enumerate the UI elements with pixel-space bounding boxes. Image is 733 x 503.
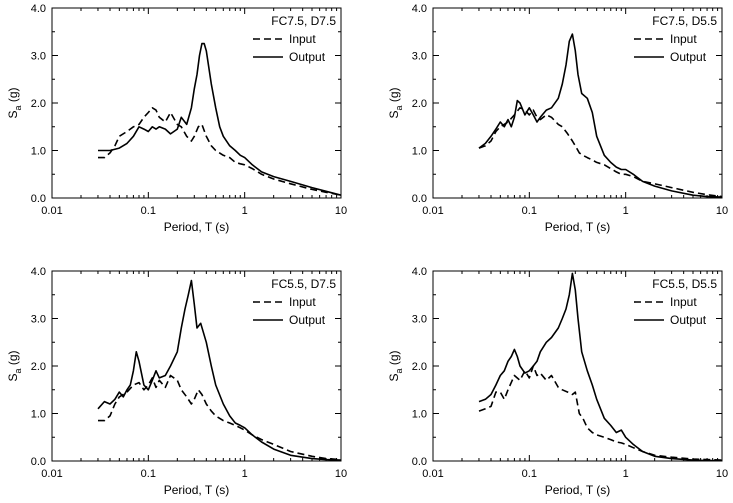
y-axis-label-unit: (g) [6,350,20,368]
x-tick-label: 0.1 [522,468,537,480]
y-tick-label: 1.0 [412,146,427,158]
y-axis-label: Sa (g) [6,87,23,118]
chart-panel-1: 0.0 1.0 2.0 3.0 4.0 0.01 0.1 1 10 Period, T (s) Sa… [6,3,347,234]
series-line-input [98,374,342,461]
series-line-output [97,279,342,461]
y-tick-label: 2.0 [412,361,427,373]
y-axis-label-subscript: a [13,105,23,110]
x-tick-label: 10 [335,205,347,217]
series-line-output [478,272,722,462]
x-tick-label: 0.01 [41,468,62,480]
series-line-input [98,107,342,196]
x-tick-label: 0.01 [422,205,443,217]
y-axis-label-subscript: a [394,105,404,110]
y-axis-label-symbol: S [387,111,401,119]
y-tick-label: 3.0 [31,314,46,326]
series-line-output [478,33,723,198]
legend-label-output: Output [670,313,707,327]
chart-panel-2: 0.0 1.0 2.0 3.0 4.0 0.01 0.1 1 10 Period, T (s) Sa… [387,3,728,234]
y-axis-label: Sa (g) [387,87,404,118]
y-axis-label: Sa (g) [6,350,23,381]
y-axis-label-unit: (g) [387,350,401,368]
legend-label-output: Output [289,50,326,64]
y-axis-label: Sa (g) [387,350,404,381]
y-axis-label-unit: (g) [6,87,20,105]
y-tick-label: 3.0 [412,51,427,63]
legend-title: FC7.5, D7.5 [271,14,336,28]
x-axis-label: Period, T (s) [164,220,230,234]
y-tick-label: 0.0 [412,193,427,205]
y-axis-label-subscript: a [13,368,23,373]
y-tick-label: 4.0 [412,266,427,278]
x-tick-label: 1 [242,468,248,480]
y-tick-label: 1.0 [412,409,427,421]
legend-title: FC7.5, D5.5 [652,14,717,28]
y-tick-label: 3.0 [31,51,46,63]
y-axis-label-symbol: S [387,374,401,382]
y-tick-label: 0.0 [31,456,46,468]
x-tick-label: 1 [242,205,248,217]
x-tick-label: 0.01 [422,468,443,480]
y-tick-label: 0.0 [31,193,46,205]
x-tick-label: 10 [716,468,728,480]
legend-label-output: Output [670,50,707,64]
x-tick-label: 10 [335,468,347,480]
legend-label-input: Input [670,295,697,309]
y-axis-label-subscript: a [394,368,404,373]
x-tick-label: 10 [716,205,728,217]
y-axis-label-unit: (g) [387,87,401,105]
y-tick-label: 3.0 [412,314,427,326]
series-line-input [478,365,723,461]
y-tick-label: 1.0 [31,409,46,421]
x-axis-label: Period, T (s) [545,220,611,234]
x-tick-label: 0.1 [141,468,156,480]
y-tick-label: 4.0 [31,266,46,278]
y-tick-label: 4.0 [412,3,427,15]
legend-title: FC5.5, D5.5 [652,277,717,291]
y-tick-label: 0.0 [412,456,427,468]
legend-title: FC5.5, D7.5 [271,277,336,291]
y-tick-label: 2.0 [31,361,46,373]
y-tick-label: 4.0 [31,3,46,15]
y-tick-label: 2.0 [412,98,427,110]
y-tick-label: 1.0 [31,146,46,158]
x-tick-label: 1 [623,205,629,217]
legend-label-input: Input [289,32,316,46]
series-line-input [478,107,723,198]
legend-label-input: Input [289,295,316,309]
legend-label-output: Output [289,313,326,327]
x-tick-label: 1 [623,468,629,480]
chart-panel-4: 0.0 1.0 2.0 3.0 4.0 0.01 0.1 1 10 Period, T (s) Sa… [387,266,728,497]
y-axis-label-symbol: S [6,111,20,119]
series-line-output [98,42,342,196]
chart-panel-3: 0.0 1.0 2.0 3.0 4.0 0.01 0.1 1 10 Period, T (s) Sa… [6,266,347,497]
x-tick-label: 0.1 [522,205,537,217]
x-tick-label: 0.01 [41,205,62,217]
x-axis-label: Period, T (s) [545,483,611,497]
legend-label-input: Input [670,32,697,46]
x-axis-label: Period, T (s) [164,483,230,497]
x-tick-label: 0.1 [141,205,156,217]
y-axis-label-symbol: S [6,374,20,382]
y-tick-label: 2.0 [31,98,46,110]
